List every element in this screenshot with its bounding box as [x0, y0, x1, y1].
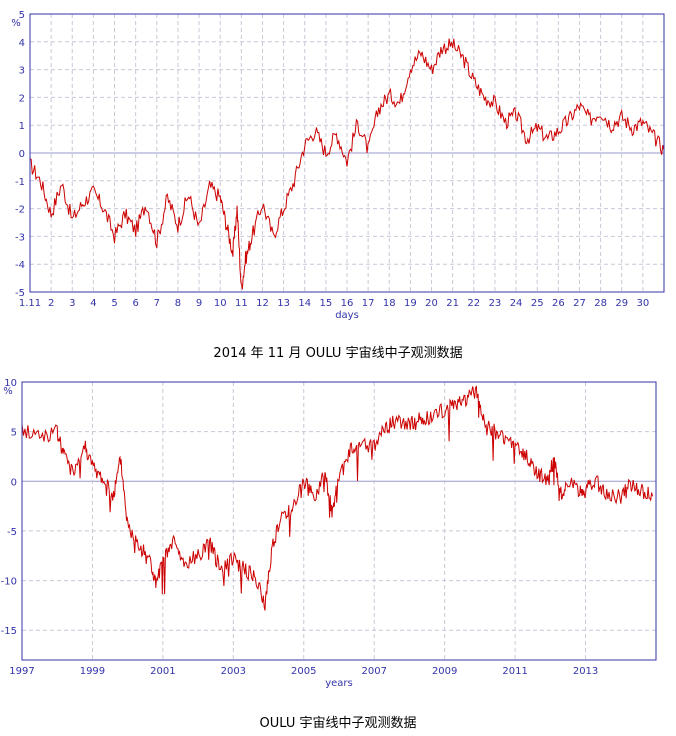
y-tick-label: 0 — [19, 149, 25, 160]
x-tick-label: 2 — [48, 298, 54, 309]
y-tick-label: 10 — [4, 378, 17, 389]
y-tick-label: 0 — [11, 477, 17, 488]
x-tick-label: 8 — [175, 298, 181, 309]
y-tick-label: -1 — [15, 177, 25, 188]
x-tick-label: 26 — [552, 298, 565, 309]
x-tick-label: 10 — [214, 298, 227, 309]
y-tick-label: -5 — [15, 288, 25, 299]
chart-panel-years: -15 -10 -5 0 5 10 1997 1999 2001 2003 2005 2007 2009… — [0, 372, 676, 702]
x-axis-title: days — [335, 310, 359, 320]
x-axis-title: years — [325, 678, 353, 689]
x-tick-label: 27 — [573, 298, 586, 309]
y-tick-label: 5 — [11, 428, 17, 439]
x-tick-label: 16 — [341, 298, 354, 309]
y-axis-unit: % — [11, 18, 21, 29]
plot-frame — [29, 13, 665, 293]
y-tick-label: -2 — [15, 205, 25, 216]
x-tick-label: 7 — [154, 298, 160, 309]
x-tick-label: 1999 — [80, 666, 105, 677]
y-tick-label: -4 — [15, 260, 25, 271]
x-tick-label: 30 — [636, 298, 649, 309]
x-tick-label: 11 — [235, 298, 248, 309]
x-tick-label: 2007 — [361, 666, 386, 677]
caption-chart-1: 2014 年 11 月 OULU 宇宙线中子观测数据 — [213, 346, 463, 361]
y-tick-label: 1 — [19, 121, 25, 132]
chart-panel-november: -5 -4 -3 -2 -1 0 1 2 3 4 5 1.11 2 3 4 5 6 7 8 9 10 11 12 13 14 15… — [0, 0, 676, 321]
x-tick-label: 2009 — [432, 666, 457, 677]
y-tick-label: 4 — [19, 38, 25, 49]
y-tick-label: -3 — [15, 232, 25, 243]
x-tick-label: 22 — [467, 298, 480, 309]
x-tick-label: 2001 — [150, 666, 175, 677]
x-tick-label: 28 — [594, 298, 607, 309]
x-tick-label: 15 — [319, 298, 332, 309]
x-tick-label: 3 — [69, 298, 75, 309]
y-tick-label: 5 — [19, 10, 25, 21]
x-tick-label: 6 — [132, 298, 138, 309]
x-tick-label: 23 — [489, 298, 502, 309]
x-tick-label: 21 — [446, 298, 459, 309]
x-tick-label: 13 — [277, 298, 290, 309]
x-tick-label: 2005 — [291, 666, 316, 677]
data-series-line — [21, 385, 653, 611]
x-tick-label: 1.11 — [19, 298, 41, 309]
y-tick-label: -5 — [7, 527, 17, 538]
x-tick-label: 5 — [111, 298, 117, 309]
y-tick-label: 2 — [19, 93, 25, 104]
x-tick-label: 18 — [383, 298, 396, 309]
plot-frame — [21, 381, 657, 661]
caption-chart-2: OULU 宇宙线中子观测数据 — [259, 716, 417, 731]
x-tick-label: 24 — [510, 298, 523, 309]
x-tick-label: 14 — [298, 298, 311, 309]
x-tick-label: 29 — [615, 298, 628, 309]
x-tick-label: 20 — [425, 298, 438, 309]
y-tick-label: -15 — [1, 626, 17, 637]
x-tick-label: 4 — [90, 298, 96, 309]
x-tick-label: 25 — [531, 298, 544, 309]
x-tick-label: 9 — [196, 298, 202, 309]
chart-1997-2014: -15 -10 -5 0 5 10 1997 1999 2001 2003 2005 2007 2009… — [1, 378, 657, 689]
x-tick-label: 1997 — [9, 666, 34, 677]
x-tick-label: 17 — [362, 298, 375, 309]
x-tick-label: 2003 — [221, 666, 246, 677]
x-tick-label: 12 — [256, 298, 269, 309]
data-series-line — [29, 38, 665, 290]
x-tick-label: 2011 — [502, 666, 527, 677]
y-axis-unit: % — [3, 386, 13, 397]
x-tick-label: 2013 — [573, 666, 598, 677]
y-tick-label: 3 — [19, 66, 25, 77]
x-tick-label: 19 — [404, 298, 417, 309]
y-tick-label: -10 — [1, 577, 17, 588]
